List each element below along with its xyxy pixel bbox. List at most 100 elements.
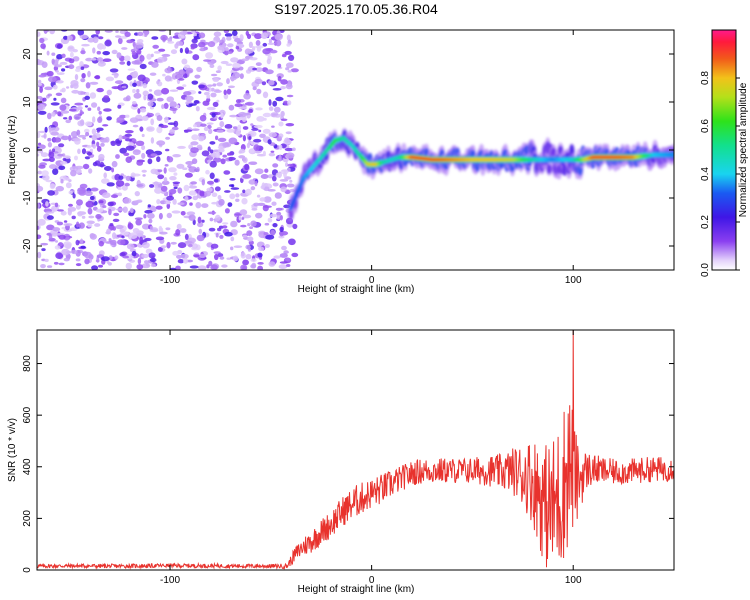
noise-blob: [137, 108, 141, 114]
noise-blob: [233, 245, 243, 248]
noise-blob: [151, 36, 159, 40]
noise-blob: [217, 65, 222, 71]
noise-blob: [170, 49, 178, 55]
noise-blob: [112, 226, 116, 231]
noise-blob: [166, 212, 172, 219]
noise-blob: [56, 54, 63, 60]
noise-blob: [78, 189, 87, 196]
snr-ylabel: SNR (10 * v/v): [7, 418, 18, 482]
noise-blob: [276, 214, 281, 220]
noise-blob: [170, 188, 177, 194]
noise-blob: [210, 243, 219, 249]
noise-blob: [159, 231, 168, 235]
noise-blob: [230, 220, 238, 228]
noise-blob: [169, 129, 175, 135]
noise-blob: [254, 78, 263, 85]
noise-blob: [167, 41, 175, 44]
noise-blob: [40, 152, 49, 158]
noise-blob: [127, 222, 134, 230]
noise-blob: [68, 203, 73, 207]
noise-blob: [179, 47, 183, 54]
noise-blob: [76, 199, 83, 206]
spectrogram-xtick-label: 0: [369, 275, 375, 286]
noise-blob: [180, 211, 186, 216]
noise-blob: [192, 54, 200, 61]
noise-blob: [166, 203, 171, 210]
noise-blob: [248, 240, 254, 246]
noise-blob: [263, 232, 269, 236]
noise-blob: [286, 264, 291, 267]
noise-blob: [207, 180, 214, 185]
noise-blob: [255, 40, 261, 46]
noise-blob: [232, 30, 238, 36]
noise-blob: [88, 168, 93, 174]
noise-blob: [59, 61, 68, 65]
noise-blob: [152, 44, 159, 49]
noise-blob: [240, 224, 247, 228]
noise-blob: [238, 66, 244, 71]
noise-blob: [38, 74, 47, 78]
noise-blob: [219, 121, 225, 128]
noise-blob: [142, 90, 149, 97]
noise-blob: [55, 92, 63, 97]
noise-blob: [65, 182, 72, 189]
noise-blob: [262, 150, 266, 157]
noise-blob: [116, 52, 122, 59]
noise-blob: [103, 95, 110, 99]
noise-blob: [134, 217, 143, 220]
noise-blob: [142, 223, 151, 230]
noise-blob: [166, 96, 175, 103]
noise-blob: [184, 47, 189, 54]
noise-blob: [181, 58, 188, 65]
noise-blob: [196, 66, 203, 72]
noise-blob: [272, 182, 279, 187]
noise-blob: [50, 102, 60, 106]
noise-blob: [104, 39, 112, 47]
noise-blob: [170, 241, 177, 245]
noise-blob: [158, 225, 163, 232]
noise-blob: [188, 214, 196, 221]
noise-blob: [253, 202, 260, 207]
noise-blob: [59, 104, 67, 111]
noise-blob: [49, 183, 56, 190]
noise-blob: [171, 210, 181, 214]
noise-blob: [79, 34, 89, 39]
noise-blob: [189, 265, 199, 269]
noise-blob: [51, 52, 56, 56]
noise-blob: [49, 30, 56, 35]
spectrogram-ridge: [287, 127, 674, 222]
noise-blob: [131, 50, 137, 56]
noise-blob: [105, 76, 115, 82]
noise-blob: [192, 195, 199, 201]
noise-blob: [209, 160, 217, 168]
noise-blob: [199, 190, 205, 197]
noise-blob: [106, 116, 112, 121]
noise-blob: [123, 197, 132, 204]
noise-blob: [89, 81, 99, 85]
noise-blob: [267, 42, 275, 45]
noise-blob: [41, 61, 48, 68]
noise-blob: [203, 126, 209, 132]
noise-blob: [142, 83, 148, 89]
noise-blob: [208, 227, 216, 232]
noise-blob: [285, 162, 289, 168]
noise-blob: [80, 50, 86, 55]
noise-blob: [272, 175, 277, 182]
noise-blob: [252, 86, 257, 91]
snr-plot: -100 0 100 0 200 400 600 800 Height of straight…: [7, 329, 675, 595]
noise-blob: [140, 107, 147, 113]
noise-blob: [248, 136, 252, 140]
noise-blob: [129, 207, 134, 213]
noise-blob: [63, 220, 68, 223]
noise-blob: [252, 46, 256, 51]
ridge-core: [293, 196, 297, 200]
noise-blob: [66, 86, 70, 89]
noise-blob: [108, 255, 113, 261]
noise-blob: [255, 62, 262, 66]
noise-blob: [111, 167, 115, 173]
noise-blob: [137, 31, 144, 37]
noise-blob: [242, 126, 249, 130]
noise-blob: [190, 30, 196, 34]
noise-blob: [85, 132, 90, 137]
noise-blob: [74, 155, 78, 161]
